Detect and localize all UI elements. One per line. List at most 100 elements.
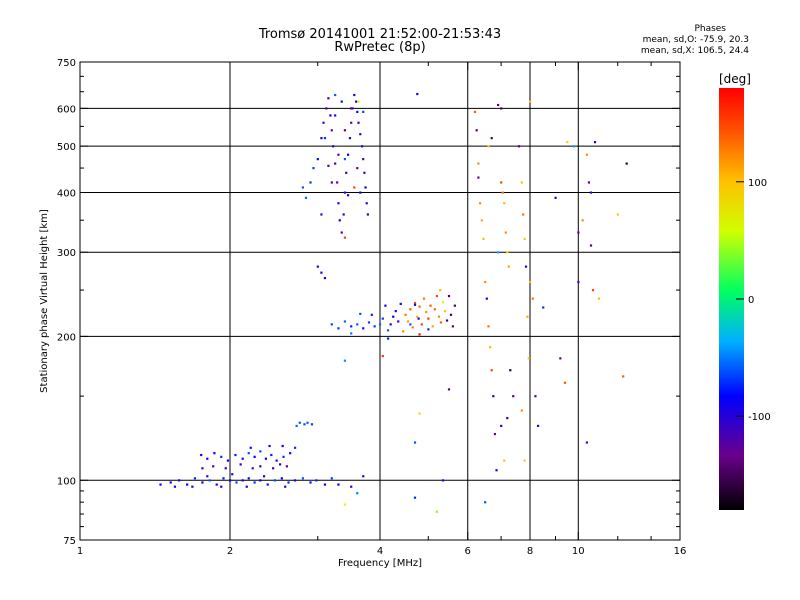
data-point [312,167,315,170]
data-point [334,114,337,117]
data-point [343,236,347,239]
data-point [447,294,451,298]
data-point [336,181,339,184]
y-tick-label: 500 [57,142,76,153]
data-point [585,441,588,444]
data-point [208,479,211,482]
data-point [235,481,238,484]
data-point [366,213,369,216]
data-point [309,481,312,484]
data-point [451,325,455,328]
data-point [397,320,400,323]
data-point [359,312,362,315]
data-point [327,97,330,100]
data-point [409,308,412,311]
data-point [429,304,432,307]
data-point [295,424,298,428]
data-point [343,320,347,323]
data-point [343,191,347,194]
data-point [473,110,477,114]
data-point [348,137,352,140]
phase-stats-x: mean, sd,X: 106.5, 24.4 [640,46,749,56]
data-point [581,219,584,222]
data-point [279,463,282,466]
data-point [420,323,423,326]
data-point [320,271,323,274]
data-point [500,424,503,428]
data-point [529,280,532,284]
data-point [201,467,204,470]
data-point [523,459,526,462]
data-point [526,315,529,318]
data-point [435,294,438,298]
data-point [220,485,223,488]
data-point [406,320,410,323]
data-point [427,317,430,320]
x-tick-label: 16 [674,546,687,557]
data-point [264,457,268,460]
data-point [213,452,216,455]
data-point [206,457,209,460]
data-point [529,100,532,103]
data-point [493,432,497,436]
data-point [585,153,588,156]
data-point [500,107,503,110]
x-tick-label: 8 [527,546,533,557]
data-points [159,92,628,513]
data-point [404,313,407,316]
data-point [439,289,442,292]
data-point [325,107,328,110]
data-point [200,453,203,457]
data-point [346,153,350,156]
x-tick-label: 1 [77,546,83,557]
data-point [364,186,367,189]
data-point [342,213,345,216]
data-point [509,369,512,372]
data-point [193,477,197,480]
data-point [625,162,628,165]
data-point [320,137,323,140]
y-tick-label: 75 [63,536,76,547]
colorbar-label: [deg] [719,72,751,86]
data-point [362,110,365,114]
data-point [480,219,483,222]
data-point [506,416,509,420]
data-point [487,325,490,328]
data-point [482,237,485,241]
data-point [327,164,330,167]
data-point [287,481,290,484]
data-point [338,219,341,222]
data-point [229,479,232,482]
data-point [247,477,250,480]
data-point [449,313,453,316]
data-point [589,244,593,247]
data-point [191,485,194,488]
data-point [517,145,521,148]
data-point [504,231,507,234]
data-point [226,459,230,462]
data-point [416,315,419,318]
colorbar-ticks: 100 0 -100 [736,178,771,423]
data-point [425,310,428,314]
data-point [559,357,562,360]
data-point [275,459,278,462]
y-tick-label: 600 [57,104,76,115]
data-point [496,251,500,254]
data-point [234,453,237,457]
data-point [386,329,390,332]
data-point [249,446,252,449]
data-point [186,483,189,486]
data-point [399,302,402,305]
data-point [554,196,557,199]
data-point [353,186,356,189]
data-point [350,121,353,124]
data-point [384,304,387,307]
data-point [490,137,493,140]
data-point [572,145,576,148]
y-tick-label: 400 [57,188,76,199]
data-point [334,93,337,97]
data-point [332,145,335,148]
data-point [330,323,333,326]
data-point [441,479,445,482]
